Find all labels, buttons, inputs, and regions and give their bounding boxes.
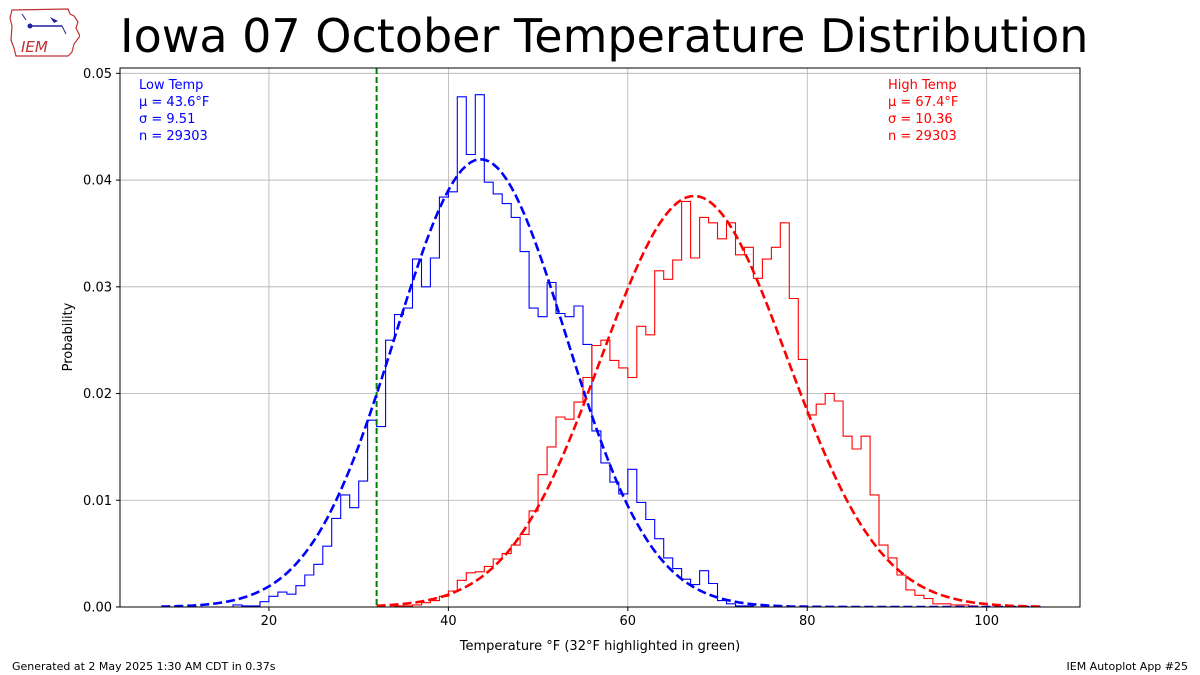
low-temp-normal-fit (161, 157, 1041, 607)
chart-title: Iowa 07 October Temperature Distribution (120, 9, 1089, 63)
y-axis-label: Probability (61, 302, 76, 371)
high-temp-normal-fit (376, 194, 1041, 607)
low-temp-stat: σ = 9.51 (139, 112, 195, 127)
high-temp-stat: σ = 10.36 (888, 112, 953, 127)
y-tick-label: 0.05 (83, 67, 112, 82)
low-temp-stat: n = 29303 (139, 129, 208, 144)
low-temp-histogram (161, 94, 754, 607)
iem-logo: IEM (8, 6, 81, 58)
y-tick-label: 0.03 (83, 280, 112, 295)
plot-data (161, 68, 1041, 607)
footer-app: IEM Autoplot App #25 (1066, 660, 1189, 673)
x-tick-label: 20 (261, 614, 278, 629)
high-temp-histogram (376, 200, 979, 607)
plot-frame (119, 67, 1081, 608)
y-tick-label: 0.02 (83, 387, 112, 402)
iem-logo-graphic: IEM (9, 8, 81, 57)
x-tick-label: 80 (799, 614, 816, 629)
x-tick-label: 100 (974, 614, 999, 629)
y-tick-label: 0.01 (83, 494, 112, 509)
high-temp-stat: μ = 67.4°F (888, 95, 958, 110)
stats-annotations: Low Temp μ = 43.6°F σ = 9.51 n = 29303 High … (139, 78, 958, 144)
low-temp-stat: μ = 43.6°F (139, 95, 209, 110)
logo-text: IEM (21, 38, 48, 56)
y-tick-label: 0.04 (83, 174, 112, 189)
axes: 20 40 60 80 100 0.00 0.01 0.02 0.03 0.04 0.05 (83, 67, 999, 629)
high-temp-stat: High Temp (888, 78, 957, 93)
x-tick-label: 60 (620, 614, 637, 629)
y-tick-label: 0.00 (83, 601, 112, 616)
grid (120, 68, 1080, 608)
high-temp-stat: n = 29303 (888, 129, 957, 144)
x-tick-label: 40 (440, 614, 457, 629)
low-temp-stat: Low Temp (139, 78, 203, 93)
x-axis-label: Temperature °F (32°F highlighted in gree… (459, 639, 740, 654)
footer-generated: Generated at 2 May 2025 1:30 AM CDT in 0… (12, 660, 276, 673)
